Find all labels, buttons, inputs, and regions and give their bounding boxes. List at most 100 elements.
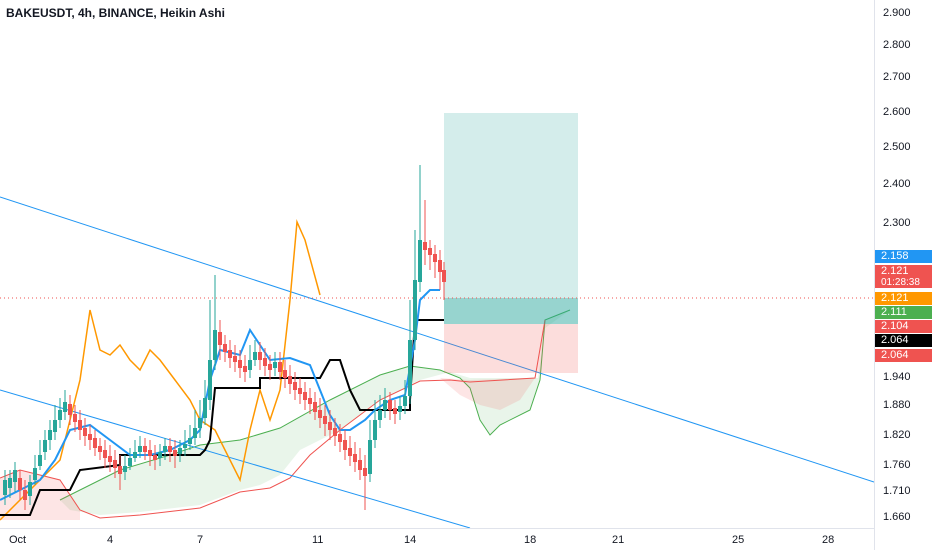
candle-body xyxy=(38,455,42,466)
candle-body xyxy=(218,332,222,345)
candle-body xyxy=(288,376,292,384)
candle-body xyxy=(223,344,227,352)
stop-zone[interactable] xyxy=(444,324,578,373)
price-axis[interactable]: 2.900 2.800 2.700 2.600 2.500 2.400 2.300 1.940… xyxy=(874,0,932,550)
price-tag: 2.064 xyxy=(875,349,932,362)
price-tick-label: 2.400 xyxy=(883,178,911,190)
ichimoku-span-b xyxy=(0,319,546,519)
candle-body xyxy=(358,460,362,470)
candle-body xyxy=(393,408,397,414)
lower-trendline xyxy=(0,389,471,528)
price-tag: 2.111 xyxy=(875,306,932,319)
candle-body xyxy=(138,446,142,452)
chart-canvas[interactable] xyxy=(0,0,874,528)
candle-body xyxy=(48,430,52,440)
candle-body xyxy=(398,406,402,412)
candle-body xyxy=(198,418,202,428)
candle-body xyxy=(193,428,197,438)
candle-body xyxy=(273,362,277,368)
candle-body xyxy=(353,454,357,462)
candle-body xyxy=(338,434,342,442)
candle-body xyxy=(303,392,307,400)
price-tag: 2.104 xyxy=(875,320,932,333)
candle-body xyxy=(163,446,167,452)
time-tick-label: 4 xyxy=(107,534,114,546)
candle-body xyxy=(293,382,297,390)
candle-body xyxy=(98,446,102,452)
countdown-tag: 01:28:38 xyxy=(875,277,932,288)
candle-body xyxy=(153,455,157,460)
entry-highlight xyxy=(444,298,578,324)
candle-body xyxy=(128,458,132,466)
candle-body xyxy=(143,446,147,452)
candle-body xyxy=(413,280,417,340)
target-zone[interactable] xyxy=(444,113,578,324)
candle-body xyxy=(388,400,392,410)
price-tick-label: 1.940 xyxy=(883,371,911,383)
candle-body xyxy=(378,410,382,420)
candle-body xyxy=(253,352,257,360)
candle-body xyxy=(3,480,7,495)
candle-body xyxy=(88,434,92,440)
candle-body xyxy=(93,438,97,448)
candle-body xyxy=(318,410,322,418)
candle-body xyxy=(428,248,432,255)
candle-body xyxy=(188,438,192,444)
candle-body xyxy=(373,420,377,440)
candle-body xyxy=(168,446,172,452)
chart-area[interactable]: BAKEUSDT, 4h, BINANCE, Heikin Ashi xyxy=(0,0,874,528)
upper-trendline xyxy=(0,196,874,483)
price-tick-label: 1.880 xyxy=(883,399,911,411)
candle-body xyxy=(148,450,152,456)
candle-body xyxy=(58,410,62,420)
price-tick-label: 2.300 xyxy=(883,217,911,229)
lagging-span xyxy=(0,219,321,521)
candle-body xyxy=(323,416,327,424)
candle-body xyxy=(43,440,47,452)
candle-body xyxy=(403,396,407,406)
price-tag: 2.064 xyxy=(875,334,932,347)
price-tag: 2.121 xyxy=(875,265,932,278)
candle-body xyxy=(243,366,247,372)
candle-body xyxy=(53,420,57,432)
candle-body xyxy=(383,400,387,410)
candle-body xyxy=(263,358,267,366)
candle-body xyxy=(328,422,332,430)
time-tick-label: 25 xyxy=(732,534,745,546)
candle-body xyxy=(8,478,12,488)
candle-body xyxy=(438,260,442,272)
candle-body xyxy=(408,340,412,396)
candle-body xyxy=(203,398,207,418)
candle-body xyxy=(73,414,77,422)
time-tick-label: 18 xyxy=(524,534,537,546)
price-tick-label: 1.760 xyxy=(883,459,911,471)
time-tick-label: 14 xyxy=(404,534,417,546)
candlestick-series xyxy=(3,165,446,510)
candle-body xyxy=(83,428,87,436)
time-tick-label: 28 xyxy=(822,534,835,546)
time-axis[interactable]: Oct 4 7 11 14 18 21 25 28 xyxy=(0,528,874,551)
candle-body xyxy=(433,254,437,262)
candle-body xyxy=(368,440,372,474)
candle-body xyxy=(68,404,72,415)
candle-body xyxy=(123,466,127,472)
candle-body xyxy=(313,402,317,412)
conversion-line xyxy=(0,289,440,501)
candle-body xyxy=(278,362,282,372)
candle-body xyxy=(158,452,162,458)
ichimoku-cloud-red xyxy=(0,378,535,520)
candle-body xyxy=(13,470,17,482)
candle-body xyxy=(363,468,367,476)
candle-body xyxy=(343,440,347,450)
candle-body xyxy=(178,448,182,454)
candle-body xyxy=(298,388,302,394)
time-tick-label: 11 xyxy=(312,534,324,546)
candle-body xyxy=(233,356,237,362)
candle-body xyxy=(23,490,27,500)
price-tick-label: 1.820 xyxy=(883,429,911,441)
candle-body xyxy=(108,456,112,462)
candle-body xyxy=(113,460,117,468)
candle-body xyxy=(418,240,422,282)
candle-body xyxy=(213,330,217,360)
candle-body xyxy=(248,360,252,370)
